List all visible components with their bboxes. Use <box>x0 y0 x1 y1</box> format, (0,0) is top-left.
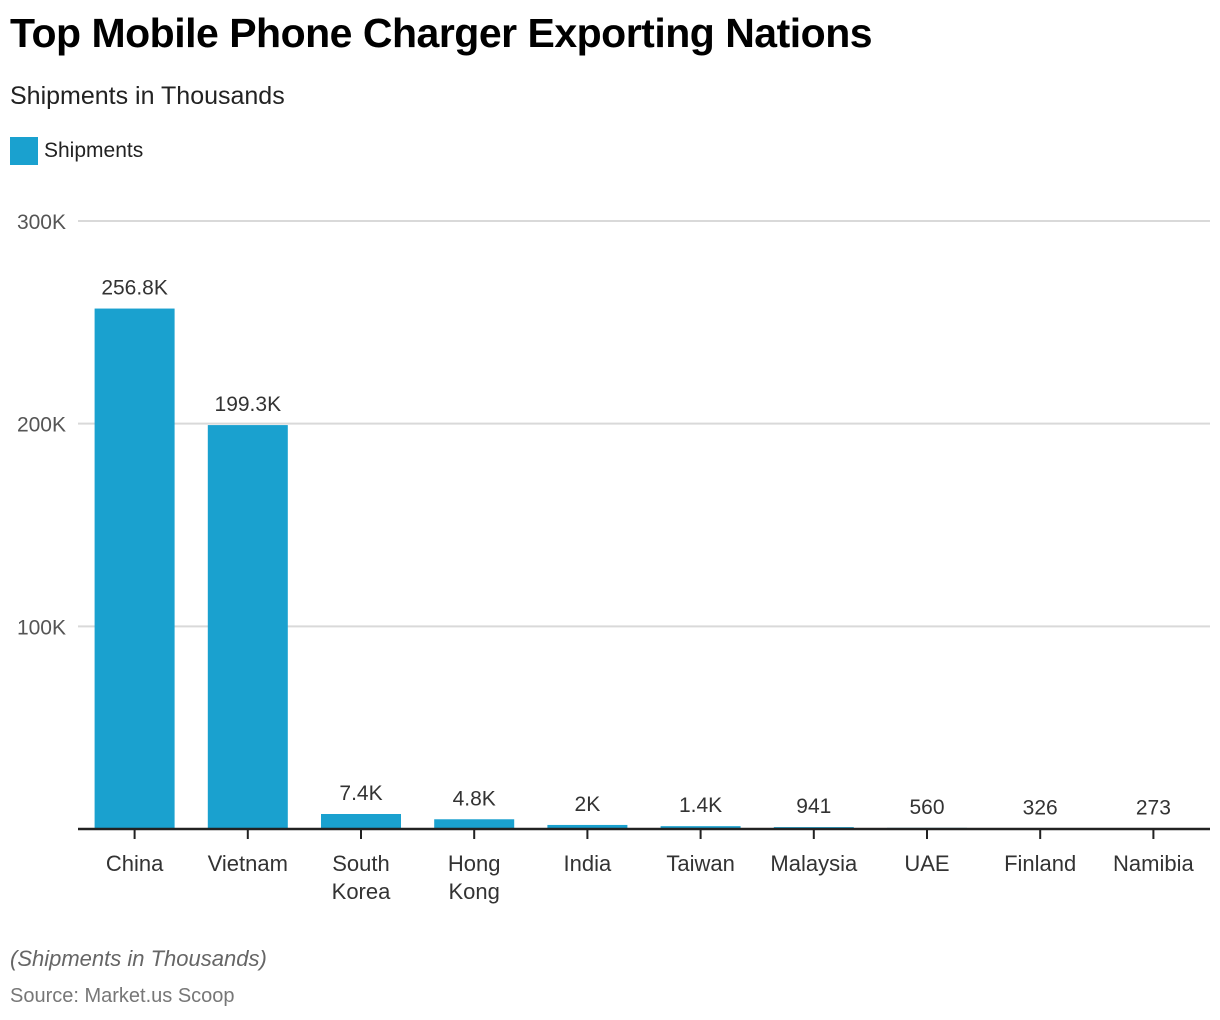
chart-title: Top Mobile Phone Charger Exporting Natio… <box>10 10 873 56</box>
x-category-label: Hong <box>448 851 501 876</box>
footnote: (Shipments in Thousands) <box>10 946 267 971</box>
x-category-label: India <box>564 851 612 876</box>
source-credit: Source: Market.us Scoop <box>10 985 235 1007</box>
data-label: 273 <box>1136 796 1171 819</box>
data-label: 1.4K <box>679 794 722 817</box>
x-category-label: Malaysia <box>770 851 858 876</box>
bar[interactable] <box>321 814 401 829</box>
bar[interactable] <box>94 308 175 829</box>
data-label: 2K <box>575 793 601 816</box>
y-tick-label: 100K <box>17 616 66 639</box>
data-label: 4.8K <box>453 787 496 810</box>
data-label: 7.4K <box>339 782 382 805</box>
data-label: 256.8K <box>101 277 168 300</box>
x-category-label: Vietnam <box>208 851 288 876</box>
x-category-label: Finland <box>1004 851 1076 876</box>
legend-label-shipments: Shipments <box>44 139 144 162</box>
y-tick-label: 300K <box>17 211 66 234</box>
x-category-label: Korea <box>332 879 391 904</box>
x-category-label: Namibia <box>1113 851 1194 876</box>
bar[interactable] <box>434 819 515 829</box>
legend-swatch-shipments <box>10 137 38 165</box>
x-category-label: South <box>332 851 390 876</box>
data-label: 941 <box>796 795 831 818</box>
data-label: 560 <box>909 796 944 819</box>
x-category-label: China <box>106 851 164 876</box>
labels: 100K 200K 300K 256.8K China 199.3K Vietnam 7.4K… <box>17 211 1195 904</box>
x-category-label: UAE <box>904 851 949 876</box>
y-tick-label: 200K <box>17 414 66 437</box>
x-axis <box>78 827 1210 839</box>
chart-subtitle: Shipments in Thousands <box>10 82 285 110</box>
bar[interactable] <box>547 824 628 829</box>
bar[interactable] <box>660 826 741 829</box>
legend: Shipments <box>10 137 143 165</box>
x-category-label: Taiwan <box>666 851 734 876</box>
data-label: 199.3K <box>215 393 282 416</box>
bar[interactable] <box>207 425 288 829</box>
x-category-label: Kong <box>449 879 500 904</box>
data-label: 326 <box>1023 796 1058 819</box>
bars <box>94 308 1194 829</box>
